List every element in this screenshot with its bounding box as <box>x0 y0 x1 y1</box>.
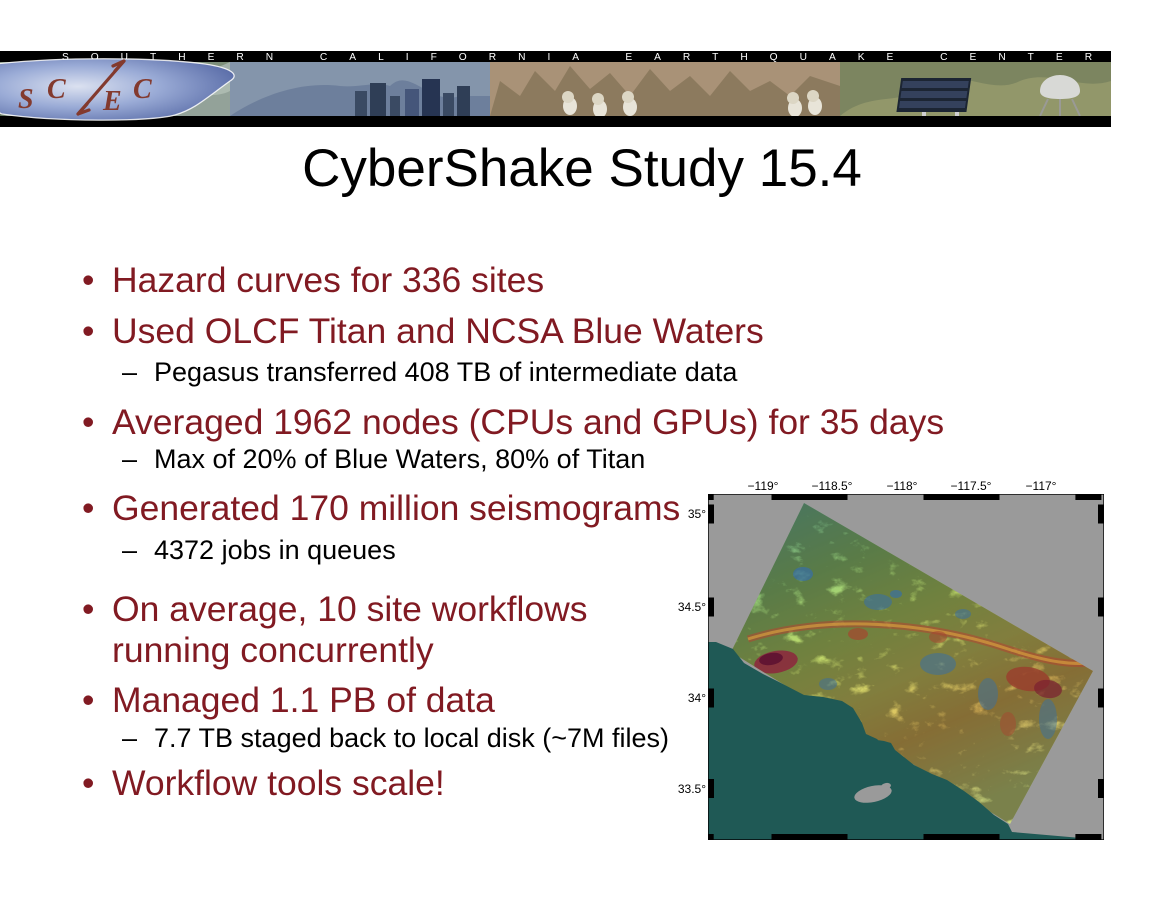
svg-text:S: S <box>18 84 34 115</box>
svg-text:C: C <box>133 74 152 105</box>
svg-text:SOUTHERN CALIFORNIA EARTHQUAKE: SOUTHERN CALIFORNIA EARTHQUAKE CENTER <box>62 52 1111 63</box>
svg-text:E: E <box>102 86 122 117</box>
svg-text:C: C <box>47 74 66 105</box>
